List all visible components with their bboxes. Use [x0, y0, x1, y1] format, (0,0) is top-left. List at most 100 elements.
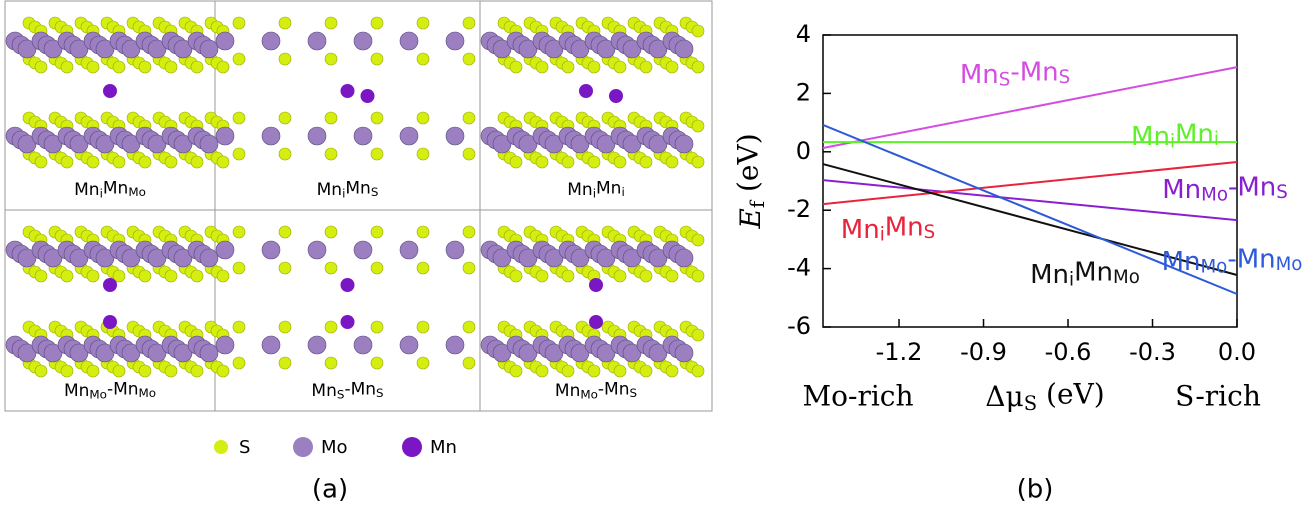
- atom-s: [613, 269, 627, 283]
- cell-label: MnS-MnS: [311, 379, 383, 401]
- label-part: E: [734, 208, 767, 229]
- atom-mn: [609, 89, 623, 103]
- atom-mo: [445, 335, 465, 355]
- label-part: -Mn: [598, 379, 630, 399]
- atom-mn: [340, 315, 355, 329]
- atom-mo: [570, 134, 590, 154]
- atom-s: [138, 364, 152, 378]
- label-part: Mn: [1131, 122, 1170, 152]
- atom-mo: [215, 335, 235, 355]
- atom-s: [416, 111, 430, 125]
- atom-s: [416, 356, 430, 370]
- label-part: Mo: [1201, 184, 1228, 205]
- label-part: (eV): [731, 133, 764, 201]
- atom-mo: [121, 343, 141, 363]
- atom-s: [190, 269, 204, 283]
- atom-mo: [492, 39, 512, 59]
- atom-mo: [307, 335, 327, 355]
- atom-mo: [95, 134, 115, 154]
- atom-mo: [95, 343, 115, 363]
- label-part: Mn: [345, 178, 370, 198]
- label-part: Mn: [1162, 247, 1201, 277]
- atom-s: [462, 52, 476, 66]
- atom-s: [34, 60, 48, 74]
- atom-mo: [445, 126, 465, 146]
- label-part: Mo: [1200, 256, 1227, 277]
- atom-s: [164, 269, 178, 283]
- label-part: Mn: [567, 180, 592, 200]
- atom-s: [691, 119, 705, 133]
- atom-s: [138, 269, 152, 283]
- atom-s: [60, 155, 74, 169]
- legend-swatch: [214, 440, 228, 454]
- cell-label: MnMo-MnS: [555, 379, 637, 401]
- atom-mo: [353, 240, 373, 260]
- atom-mo: [121, 39, 141, 59]
- atom-s: [509, 60, 523, 74]
- atom-s: [416, 225, 430, 239]
- atom-s: [462, 320, 476, 334]
- series-line: [822, 163, 1238, 276]
- label-part: S: [630, 386, 638, 400]
- atom-s: [587, 364, 601, 378]
- atom-s: [86, 60, 100, 74]
- label-part: Mn: [1030, 260, 1069, 290]
- atom-s: [665, 269, 679, 283]
- label-part: (eV): [1037, 377, 1105, 410]
- label-part: S: [1276, 182, 1288, 203]
- atom-s: [561, 60, 575, 74]
- atom-mo: [261, 240, 281, 260]
- atom-mn: [103, 315, 117, 329]
- label-part: -Mn: [107, 379, 139, 399]
- y-tick-label: -6: [787, 312, 811, 340]
- atom-mo: [570, 248, 590, 268]
- legend-label: Mn: [430, 437, 457, 458]
- label-part: S: [1024, 391, 1037, 414]
- label-part: Mn: [841, 215, 880, 245]
- atom-s: [112, 364, 126, 378]
- atom-s: [324, 147, 338, 161]
- atom-mo: [17, 39, 37, 59]
- atom-mo: [492, 134, 512, 154]
- atom-s: [416, 52, 430, 66]
- label-part: i: [593, 186, 596, 200]
- atom-s: [613, 60, 627, 74]
- series-line: [822, 161, 1238, 206]
- legend-label: Mo: [321, 437, 348, 458]
- atom-s: [587, 60, 601, 74]
- label-part: Mn: [64, 381, 89, 401]
- legend-label: S: [239, 437, 250, 458]
- atom-mo: [399, 31, 419, 51]
- atom-s: [112, 60, 126, 74]
- atom-mo: [399, 335, 419, 355]
- atom-s: [164, 364, 178, 378]
- atom-s: [462, 111, 476, 125]
- atom-s: [232, 261, 246, 275]
- label-part: Mn: [596, 178, 621, 198]
- label-part: i: [1214, 129, 1219, 150]
- atom-s: [416, 16, 430, 30]
- label-part: S: [1059, 67, 1071, 88]
- atom-mo: [215, 31, 235, 51]
- cell-label: MniMnS: [317, 178, 379, 200]
- atom-s: [509, 155, 523, 169]
- atom-mo: [307, 240, 327, 260]
- atom-s: [691, 60, 705, 74]
- atom-s: [278, 111, 292, 125]
- atom-s: [535, 364, 549, 378]
- atom-mn: [589, 278, 603, 292]
- label-part: Mn: [317, 180, 342, 200]
- atom-s: [587, 155, 601, 169]
- atom-mo: [353, 31, 373, 51]
- atom-mo: [570, 343, 590, 363]
- atom-mo: [43, 134, 63, 154]
- atom-s: [613, 364, 627, 378]
- atom-s: [216, 155, 230, 169]
- x-tick-label: -0.6: [1045, 338, 1092, 366]
- x-tick-label: 0.0: [1218, 338, 1256, 366]
- atom-s: [232, 147, 246, 161]
- atom-mo: [399, 126, 419, 146]
- atom-s: [232, 356, 246, 370]
- atom-s: [416, 261, 430, 275]
